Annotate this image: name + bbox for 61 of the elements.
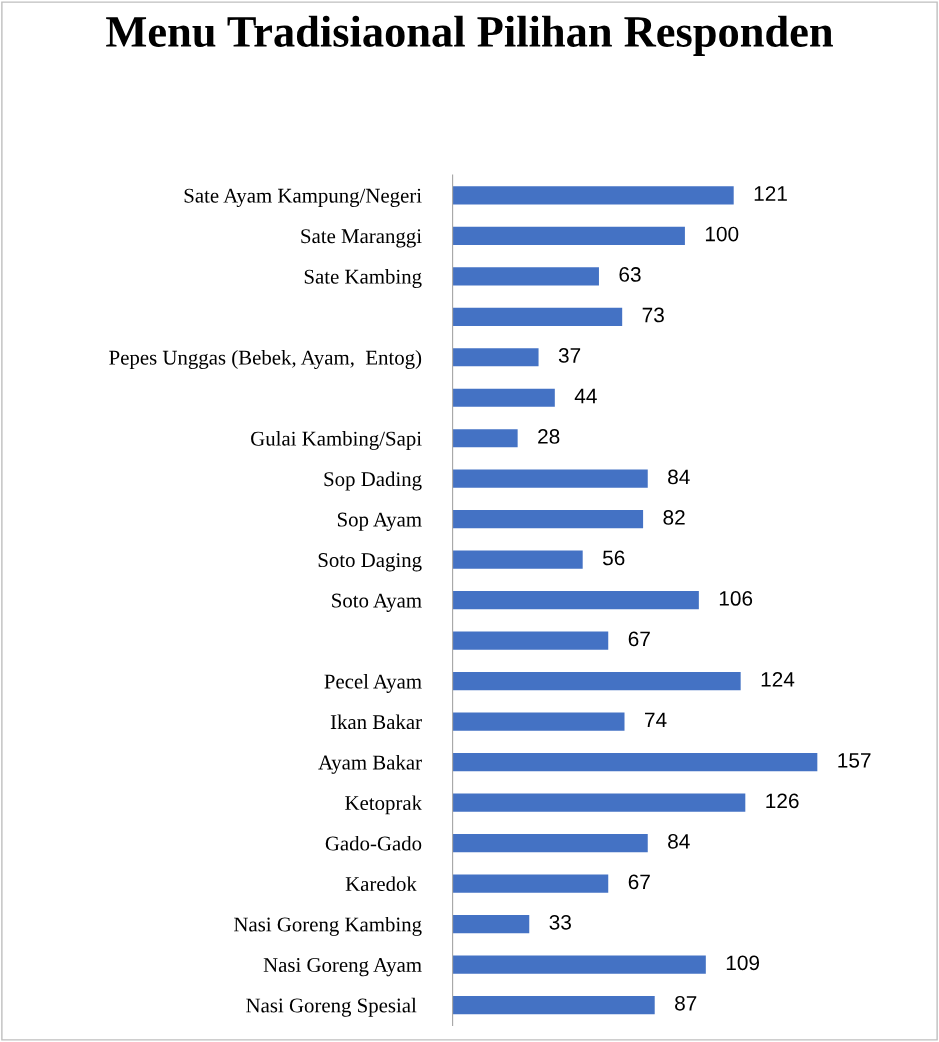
data-label: 121 [754,186,787,201]
bar [452,388,555,407]
data-label: 124 [761,672,795,687]
data-label: 33 [549,914,571,930]
bar [452,307,623,326]
data-label: 67 [628,631,650,647]
y-tick-label: Sate Kambing [304,269,422,288]
data-label: 87 [675,995,697,1011]
y-tick-label: Sop Ayam [337,512,422,531]
data-label: 157 [838,753,871,768]
y-tick-label: Ketoprak [345,795,423,815]
bar [452,915,530,934]
bar [452,712,625,731]
y-tick-label: Nasi Goreng Spesial [246,997,417,1017]
data-label: 56 [602,550,625,566]
y-tick-label: Nasi Goreng Kambing [234,916,422,936]
bar [452,186,734,205]
y-tick-label: Soto Ayam [332,593,422,612]
data-label: 126 [766,793,799,809]
bar [452,429,518,448]
bar [452,550,583,569]
y-tick-label: Sop Dading [324,471,422,491]
data-label: 84 [668,469,690,485]
data-label: 44 [574,388,597,404]
bar [452,672,741,691]
data-label: 63 [619,267,641,282]
bar [452,834,648,853]
y-tick-label: Sate Ayam Kampung/Negeri [184,188,422,207]
y-tick-label: Sate Maranggi [301,229,422,248]
y-tick-label: Ayam Bakar [318,754,422,774]
bar [452,874,609,893]
data-label: 106 [719,591,753,606]
y-tick-label: Ikan Bakar [330,714,422,730]
bar [452,753,818,772]
data-label: 74 [645,712,667,728]
y-tick-label: Karedok [345,876,417,892]
chart-title: Menu Tradisiaonal Pilihan Responden [106,15,833,56]
bar [452,469,648,488]
data-label: 84 [668,833,690,849]
data-label: 73 [642,307,664,323]
data-label: 100 [705,226,739,242]
y-tick-label: Pepes Unggas (Bebek, Ayam, Entog) [109,350,422,369]
bar [452,591,699,610]
bar [452,510,644,529]
bar [452,267,599,286]
y-tick-label: Gulai Kambing/Sapi [251,431,422,450]
data-label: 67 [628,874,650,890]
data-label: 28 [538,429,560,444]
bar [452,955,706,974]
y-tick-label: Nasi Goreng Ayam [263,958,422,977]
bar [452,793,746,812]
bar [452,348,539,367]
y-tick-label: Pecel Ayam [324,673,422,693]
data-label: 109 [726,955,760,971]
y-tick-label: Soto Daging [318,553,422,572]
bar [452,631,609,650]
data-label: 37 [558,348,581,363]
bar [452,226,685,245]
y-tick-label: Gado-Gado [325,835,422,851]
data-label: 82 [663,510,685,525]
bar [452,995,655,1015]
